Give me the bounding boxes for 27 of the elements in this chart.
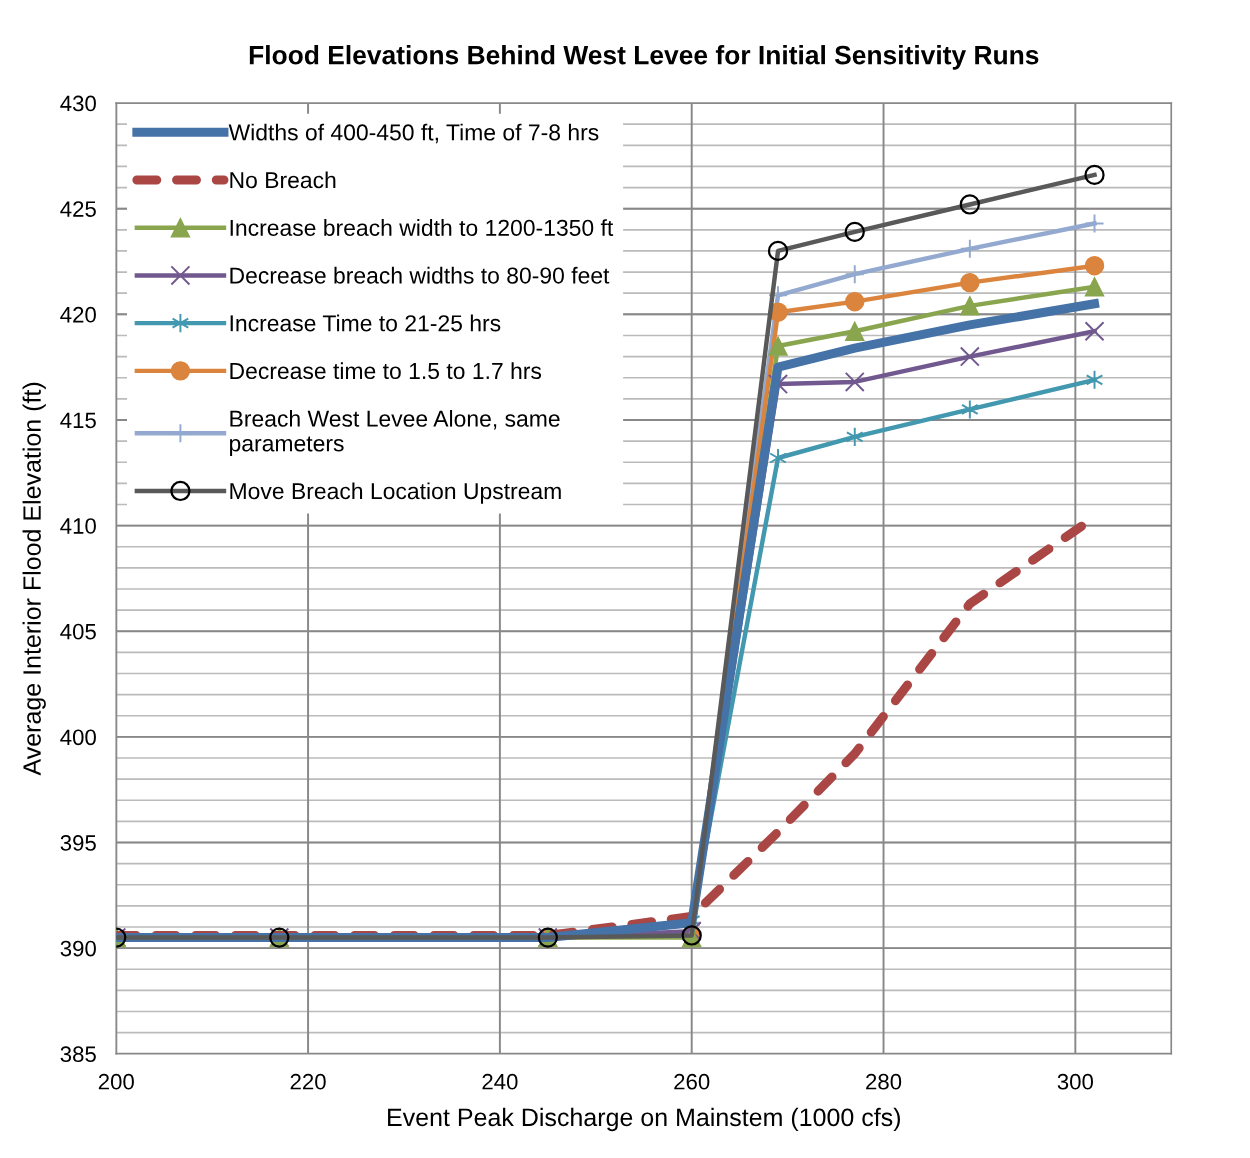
y-axis-title: Average Interior Flood Elevation (ft) — [22, 382, 46, 776]
x-tick-label: 240 — [482, 1073, 518, 1090]
legend-label: Breach West Levee Alone, same parameters — [230, 409, 560, 457]
legend-label: Widths of 400-450 ft, Time of 7-8 hrs — [228, 123, 599, 144]
y-tick-label: 425 — [60, 201, 96, 217]
y-tick-label: 405 — [60, 623, 96, 640]
y-tick-label: 395 — [60, 835, 96, 851]
legend-label: Decrease breach widths to 80-90 feet — [230, 266, 610, 284]
chart-title: Flood Elevations Behind West Levee for Initial Sensitivity Runs — [249, 45, 1039, 70]
y-tick-label: 390 — [60, 940, 96, 957]
x-tick-label: 300 — [1057, 1073, 1094, 1090]
y-tick-label: 420 — [60, 306, 96, 323]
legend-label: Increase Time to 21-25 hrs — [230, 314, 501, 332]
legend-label: Decrease time to 1.5 to 1.7 hrs — [230, 362, 542, 380]
y-tick-label: 385 — [60, 1046, 96, 1063]
legend-label: No Breach — [230, 171, 336, 189]
legend-label: Increase breach width to 1200-1350 ft — [230, 219, 614, 236]
x-tick-label: 220 — [290, 1073, 326, 1090]
x-tick-label: 280 — [866, 1073, 902, 1090]
y-tick-label: 410 — [60, 518, 96, 534]
legend-label: Move Breach Location Upstream — [230, 482, 561, 504]
y-tick-label: 415 — [60, 412, 96, 429]
x-tick-label: 260 — [674, 1073, 710, 1090]
x-axis-title: Event Peak Discharge on Mainstem (1000 cfs) — [388, 1107, 900, 1132]
y-tick-label: 430 — [60, 95, 96, 112]
y-tick-label: 400 — [60, 729, 96, 746]
x-tick-label: 200 — [98, 1073, 134, 1090]
